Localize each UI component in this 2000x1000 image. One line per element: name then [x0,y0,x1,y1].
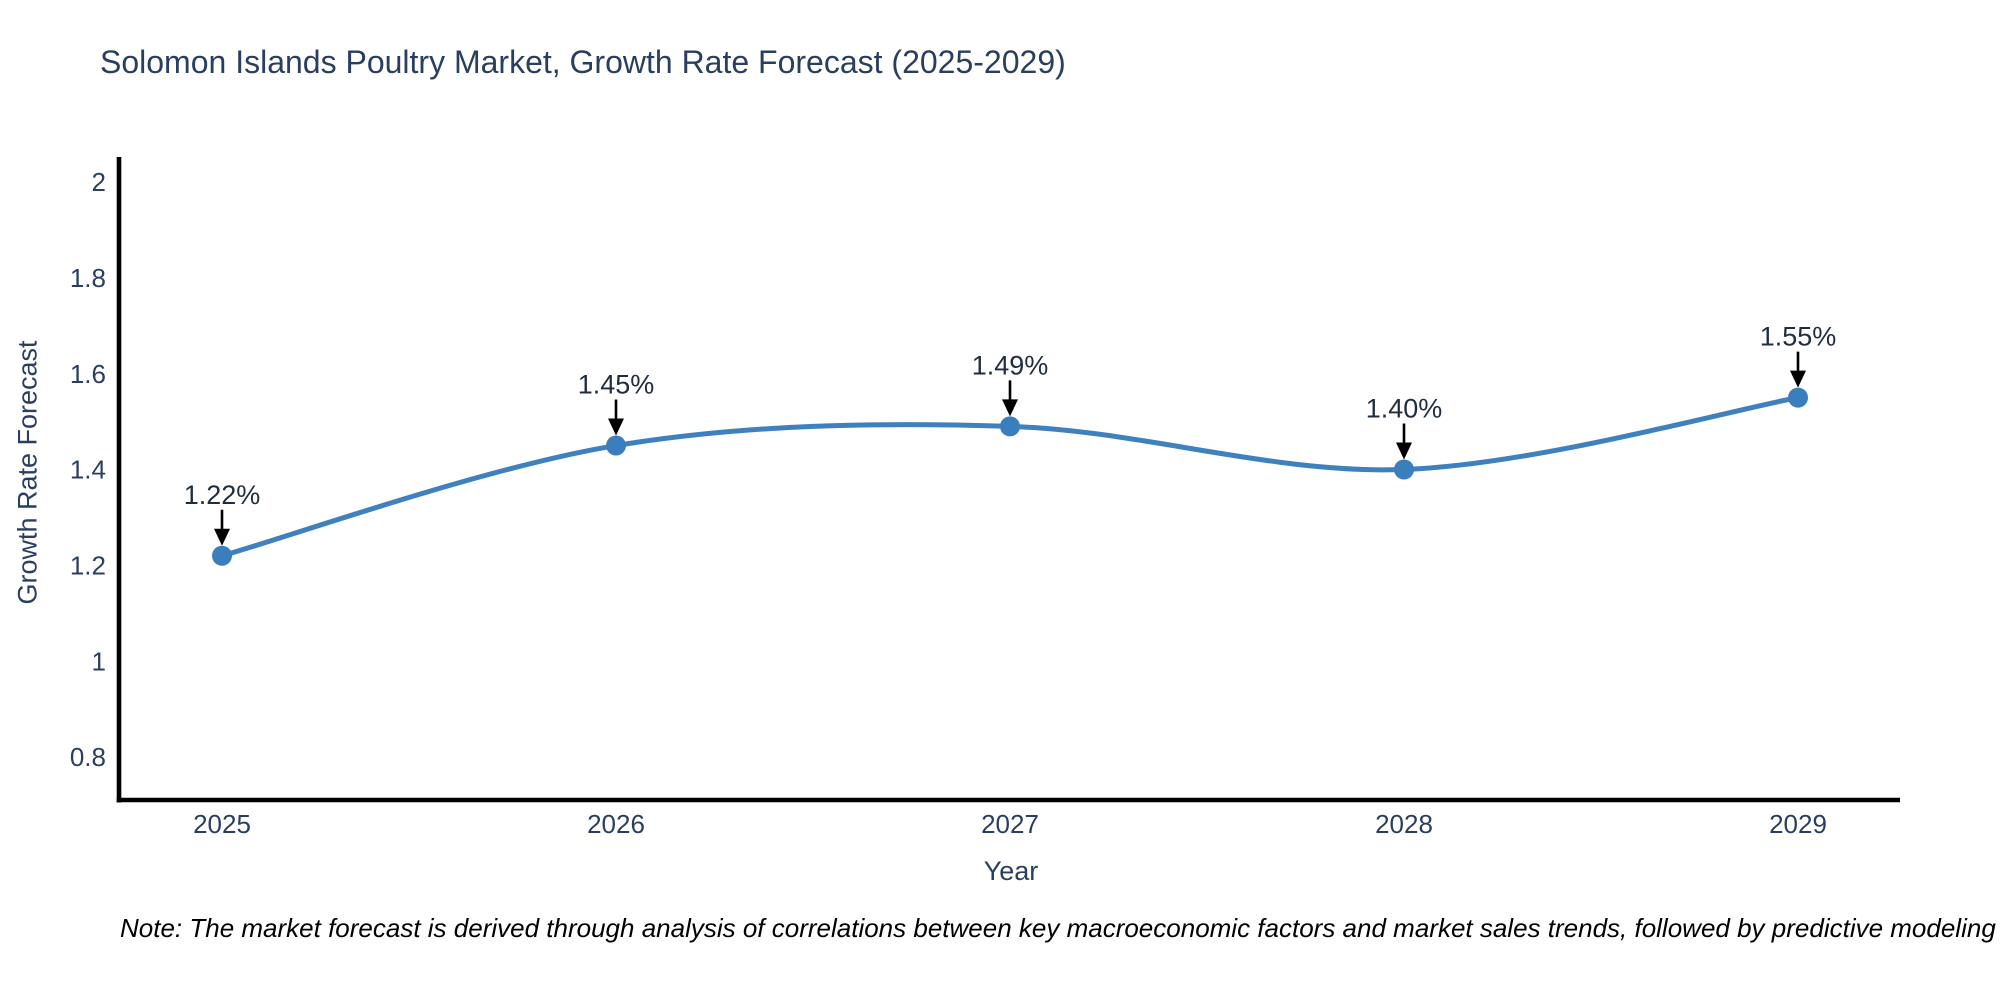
data-point-2025 [212,545,232,566]
annotation-arrow-head [1396,442,1412,460]
y-tick-label: 1.8 [70,263,106,293]
data-point-2029 [1788,387,1808,408]
chart-title: Solomon Islands Poultry Market, Growth R… [100,44,1066,80]
x-tick-label: 2026 [587,809,645,839]
annotation-arrow-head [1002,399,1018,417]
annotation-arrow-head [608,418,624,436]
x-axis-title: Year [983,856,1039,886]
annotation-label: 1.49% [972,350,1049,380]
annotation-label: 1.40% [1366,394,1443,424]
x-tick-label: 2028 [1375,809,1433,839]
annotation-label: 1.55% [1760,322,1837,352]
annotation-arrow-head [1790,370,1806,388]
annotation-arrow-head [214,528,230,546]
annotation-label: 1.45% [578,370,655,400]
x-tick-label: 2027 [981,809,1039,839]
data-point-2027 [1000,416,1020,437]
y-tick-label: 1.6 [70,359,106,389]
x-tick-label: 2029 [1769,809,1827,839]
x-tick-label: 2025 [193,809,251,839]
footnote: Note: The market forecast is derived thr… [120,913,2000,943]
y-tick-label: 0.8 [70,742,106,772]
data-point-2028 [1394,459,1414,480]
y-tick-label: 1.2 [70,550,106,580]
y-tick-label: 1 [92,646,106,676]
y-tick-label: 2 [92,167,106,197]
y-tick-label: 1.4 [70,455,106,485]
annotation-label: 1.22% [184,480,261,510]
data-point-2026 [606,435,626,456]
